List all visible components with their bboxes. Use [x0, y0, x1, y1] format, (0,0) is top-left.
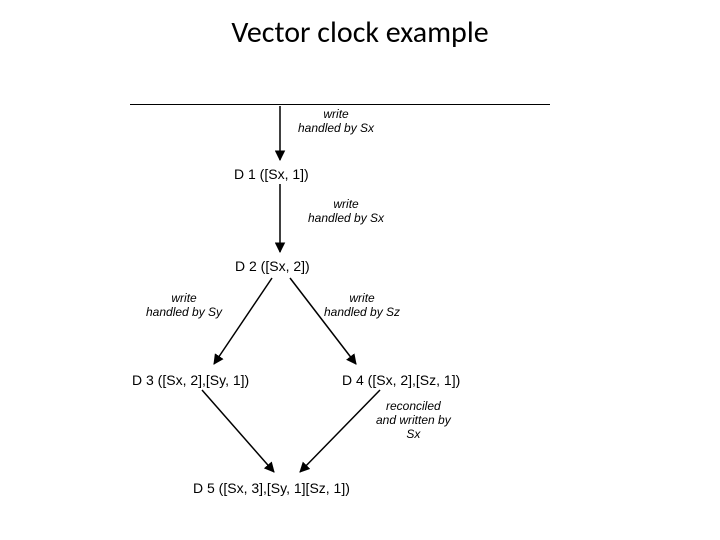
edge-label-1-l2: handled by Sx — [298, 121, 374, 135]
node-d1-text: D 1 ([Sx, 1]) — [234, 166, 309, 182]
node-d4: D 4 ([Sx, 2],[Sz, 1]) — [342, 372, 460, 388]
node-d2-text: D 2 ([Sx, 2]) — [235, 258, 310, 274]
diagram-rule — [130, 104, 550, 105]
edge-label-5-l2: and written by — [376, 413, 451, 427]
edge-label-5-l3: Sx — [406, 427, 420, 441]
arrow — [214, 278, 272, 364]
arrow — [202, 390, 274, 472]
node-d5: D 5 ([Sx, 3],[Sy, 1][Sz, 1]) — [193, 480, 350, 496]
edge-label-5: reconciled and written by Sx — [376, 400, 451, 441]
edge-label-1: write handled by Sx — [298, 108, 374, 136]
slide: Vector clock example D 1 ([Sx, 1]) D 2 (… — [0, 0, 720, 540]
node-d5-text: D 5 ([Sx, 3],[Sy, 1][Sz, 1]) — [193, 480, 350, 496]
edge-label-2-l2: handled by Sx — [308, 211, 384, 225]
page-title: Vector clock example — [0, 14, 720, 51]
node-d3-text: D 3 ([Sx, 2],[Sy, 1]) — [132, 372, 249, 388]
edge-label-3-l2: handled by Sy — [146, 305, 222, 319]
arrow — [290, 278, 356, 364]
diagram-arrows — [0, 0, 720, 540]
node-d4-text: D 4 ([Sx, 2],[Sz, 1]) — [342, 372, 460, 388]
node-d2: D 2 ([Sx, 2]) — [235, 258, 310, 274]
edge-label-3-l1: write — [171, 291, 196, 305]
edge-label-2: write handled by Sx — [308, 198, 384, 226]
edge-label-1-l1: write — [323, 107, 348, 121]
edge-label-5-l1: reconciled — [386, 399, 441, 413]
edge-label-3: write handled by Sy — [146, 292, 222, 320]
node-d1: D 1 ([Sx, 1]) — [234, 166, 309, 182]
edge-label-2-l1: write — [333, 197, 358, 211]
title-text: Vector clock example — [231, 14, 488, 51]
edge-label-4-l1: write — [349, 291, 374, 305]
node-d3: D 3 ([Sx, 2],[Sy, 1]) — [132, 372, 249, 388]
arrow — [300, 390, 380, 472]
edge-label-4: write handled by Sz — [324, 292, 400, 320]
edge-label-4-l2: handled by Sz — [324, 305, 400, 319]
